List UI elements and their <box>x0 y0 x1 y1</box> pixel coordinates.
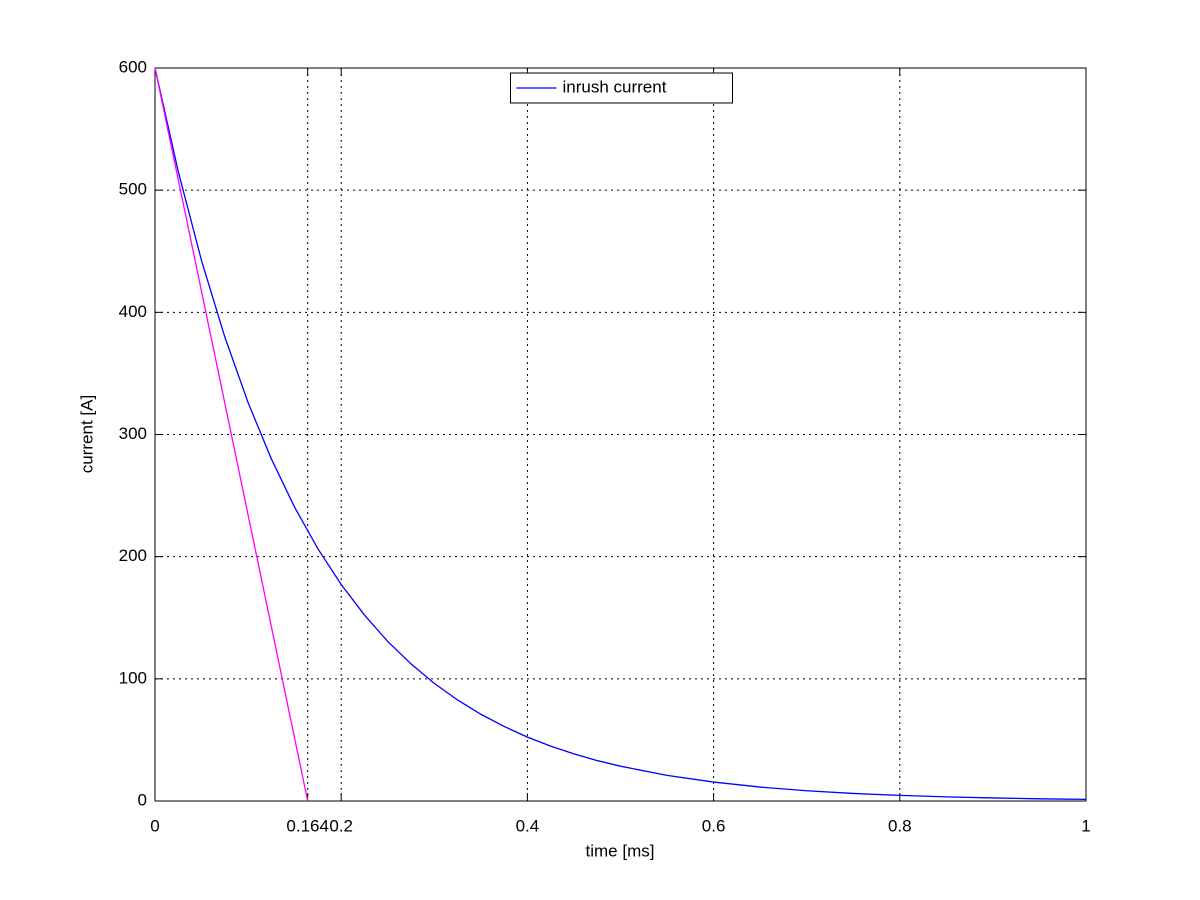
x-axis-label: time [ms] <box>586 841 655 860</box>
y-tick-label: 200 <box>119 546 147 565</box>
x-tick-label: 0 <box>150 816 159 835</box>
x-tick-label: 0.8 <box>888 816 912 835</box>
data-line <box>154 67 309 802</box>
y-tick-label: 600 <box>119 57 147 76</box>
y-tick-label: 500 <box>119 180 147 199</box>
y-tick-label: 400 <box>119 302 147 321</box>
x-tick-label: 0.6 <box>702 816 726 835</box>
y-axis-label: current [A] <box>77 395 96 473</box>
x-tick-label: 0.164 <box>286 816 329 835</box>
y-tick-label: 100 <box>119 668 147 687</box>
legend-label: inrush current <box>563 77 667 96</box>
x-tick-label: 0.4 <box>516 816 540 835</box>
plot-frame <box>154 67 1087 802</box>
x-tick-label: 1 <box>1081 816 1090 835</box>
x-tick-label: 0.2 <box>329 816 353 835</box>
y-tick-label: 0 <box>138 790 147 809</box>
y-tick-label: 300 <box>119 424 147 443</box>
data-line <box>154 67 1087 801</box>
